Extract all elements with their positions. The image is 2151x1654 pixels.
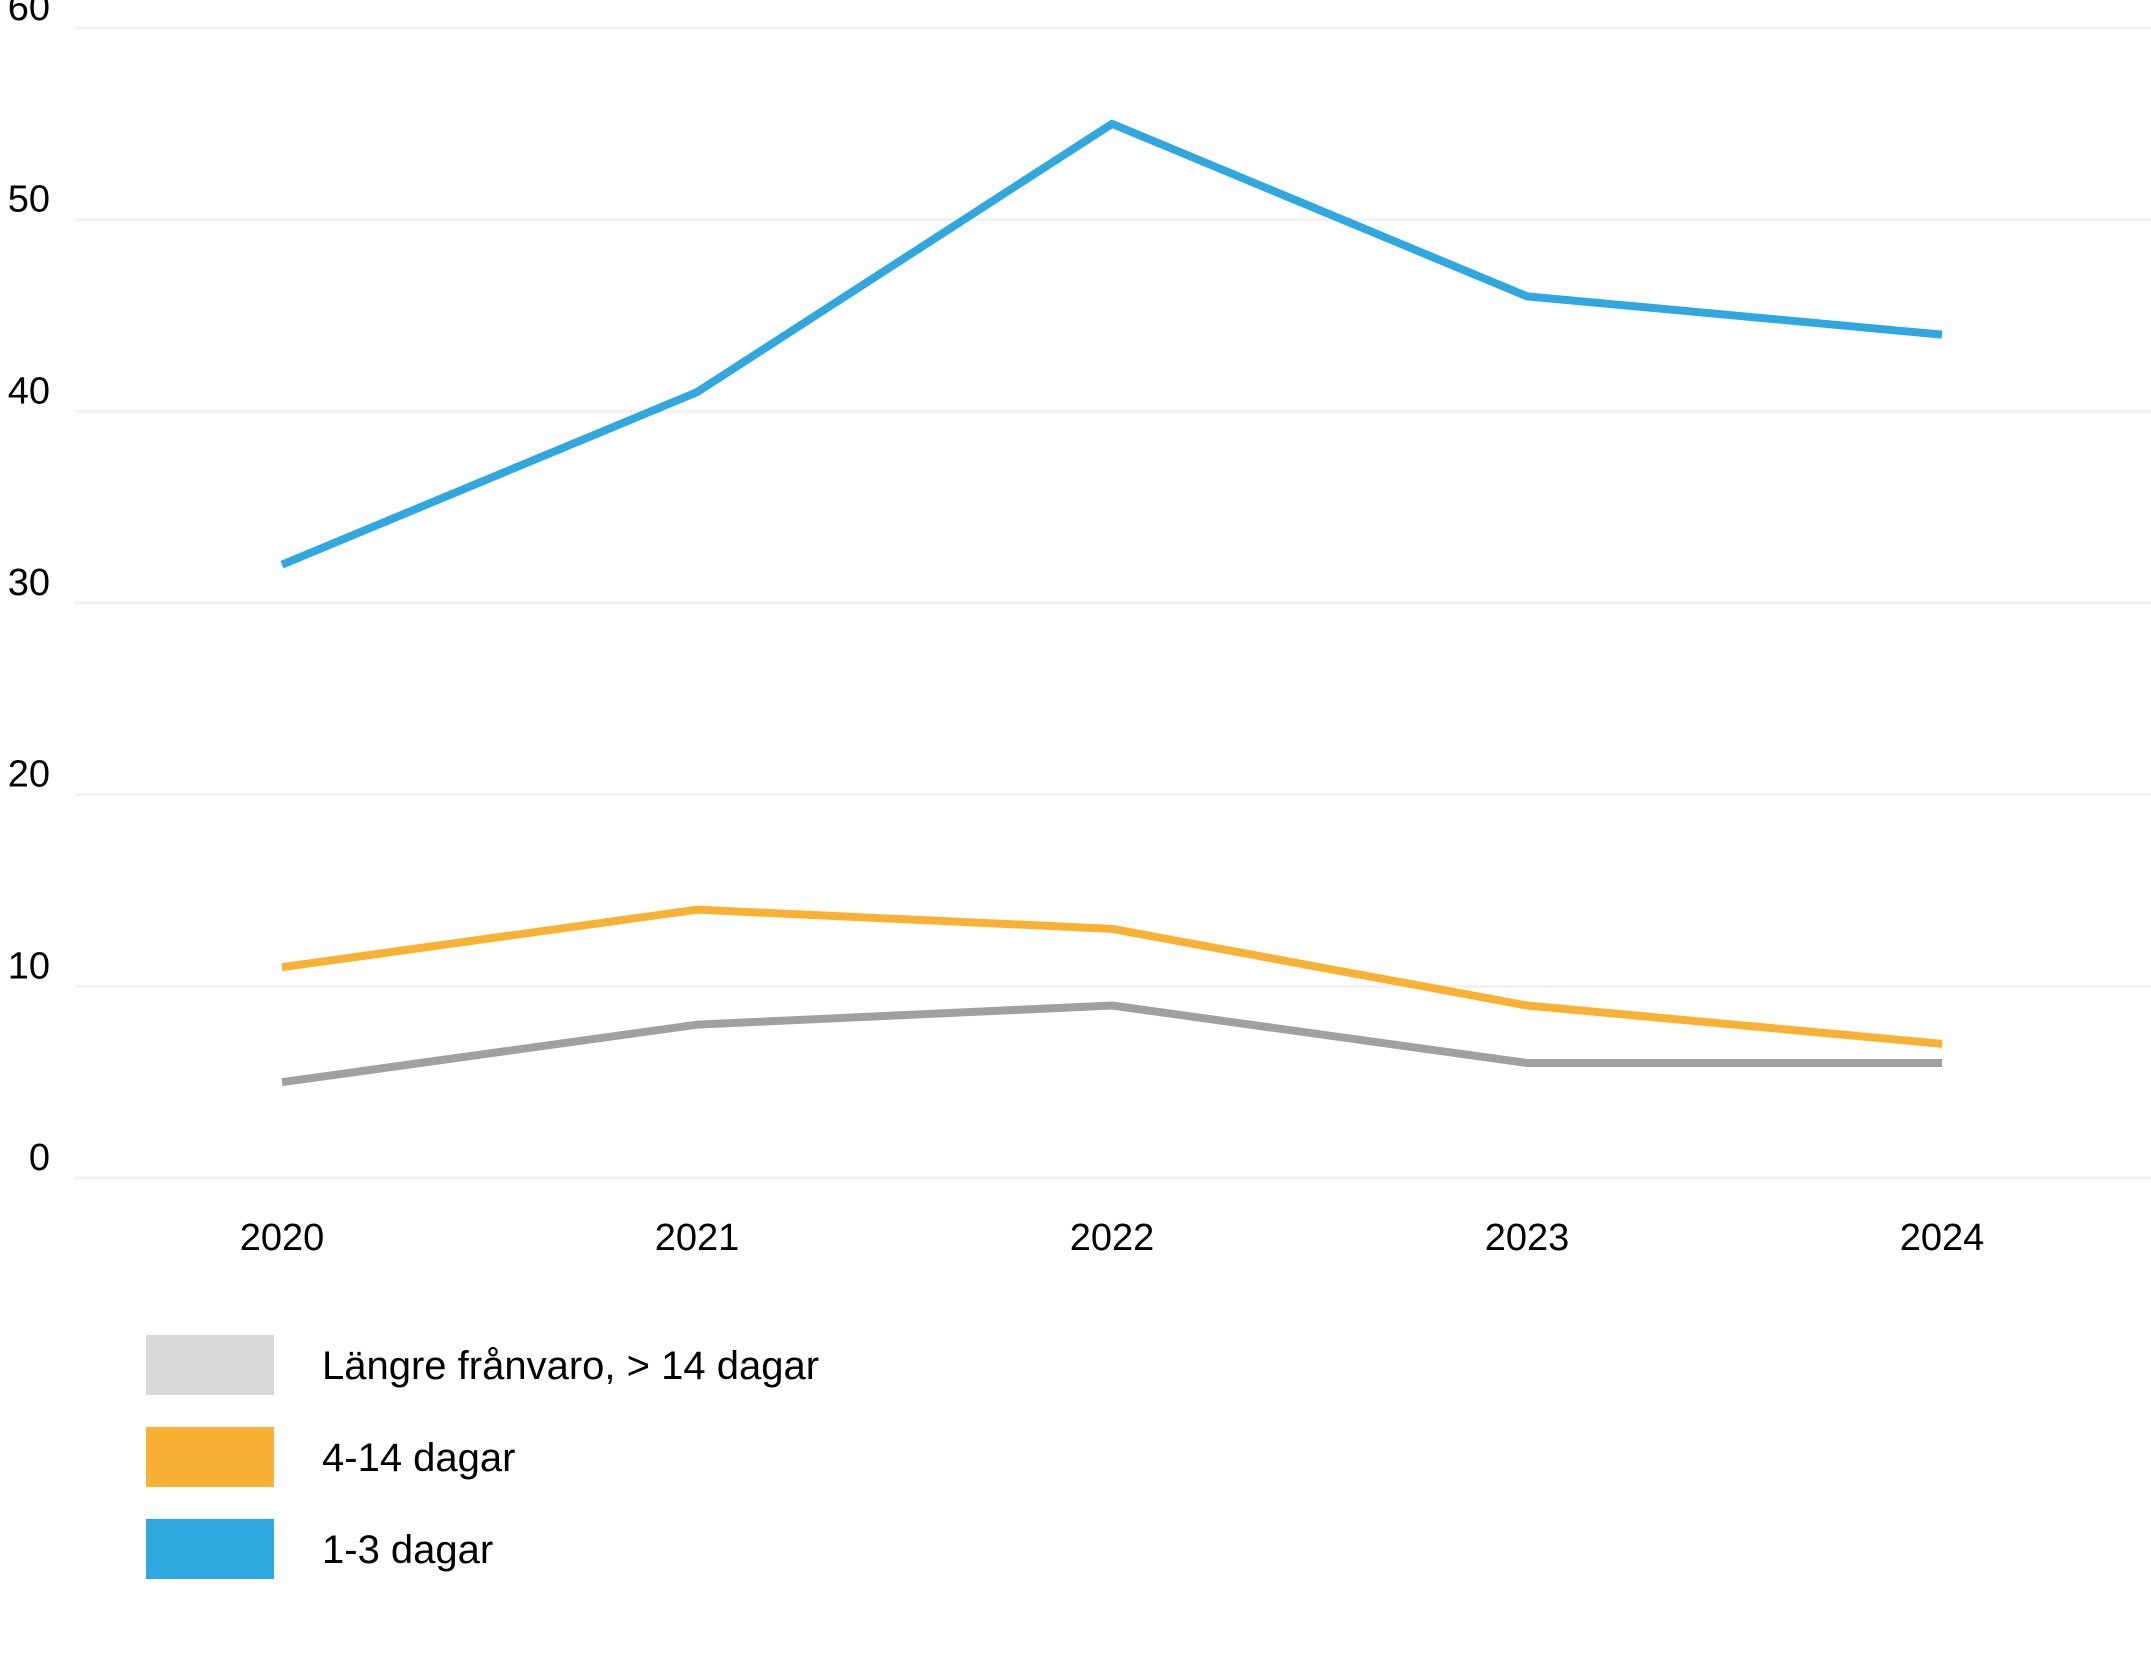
series-lines <box>280 119 1943 1087</box>
y-tick-label: 0 <box>29 1137 50 1179</box>
y-tick-label: 40 <box>8 370 50 412</box>
series-line-0 <box>281 1001 1942 1087</box>
y-tick-label: 50 <box>8 179 50 221</box>
series-line-1 <box>281 905 1943 1048</box>
y-axis-ticks: 0 10 20 30 40 50 60 <box>8 0 50 1179</box>
gridlines <box>75 26 2151 1180</box>
y-tick-label: 20 <box>8 754 50 796</box>
legend-swatch <box>146 1519 274 1579</box>
x-tick-label: 2024 <box>1900 1217 1985 1259</box>
legend: Längre frånvaro, > 14 dagar 4-14 dagar 1-3… <box>146 1335 819 1579</box>
series-line-2 <box>280 119 1943 569</box>
x-tick-label: 2020 <box>240 1217 325 1259</box>
y-tick-label: 60 <box>8 0 50 29</box>
legend-label: Längre frånvaro, > 14 dagar <box>322 1344 819 1388</box>
legend-label: 1-3 dagar <box>322 1528 493 1572</box>
y-tick-label: 10 <box>8 945 50 987</box>
legend-label: 4-14 dagar <box>322 1436 515 1480</box>
x-tick-label: 2023 <box>1485 1217 1570 1259</box>
legend-swatch <box>146 1427 274 1487</box>
x-tick-label: 2022 <box>1070 1217 1155 1259</box>
y-tick-label: 30 <box>8 562 50 604</box>
x-axis-ticks: 2020 2021 2022 2023 2024 <box>240 1217 1985 1259</box>
legend-swatch <box>146 1335 274 1395</box>
x-tick-label: 2021 <box>655 1217 740 1259</box>
